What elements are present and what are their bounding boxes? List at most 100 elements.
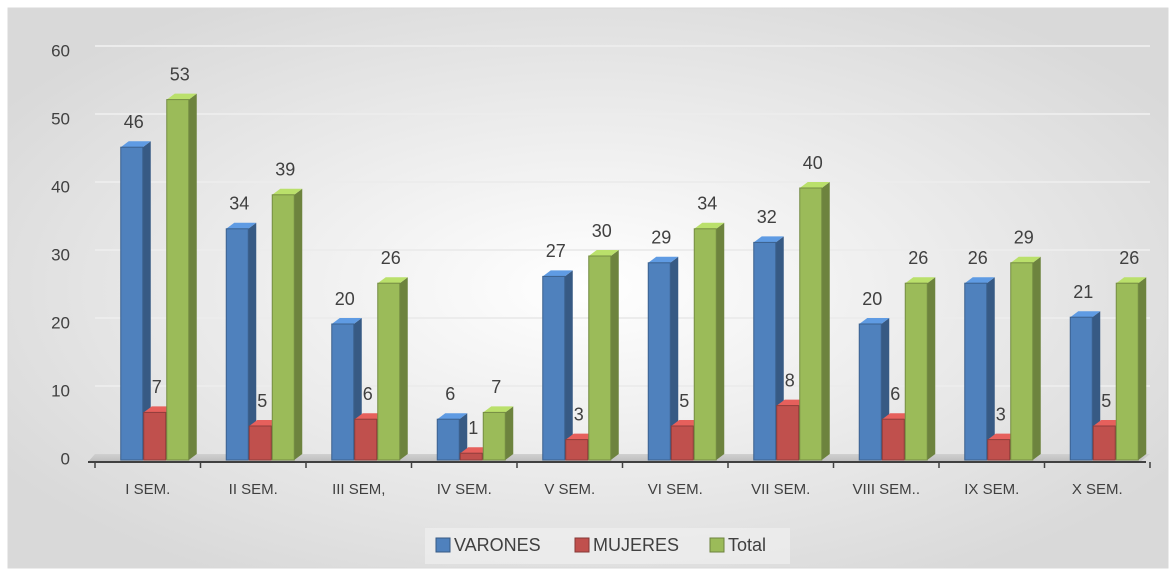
data-label: 6 (363, 384, 373, 404)
bar (670, 425, 694, 461)
bar (120, 146, 144, 461)
legend-label: Total (728, 535, 766, 555)
data-label: 40 (803, 153, 823, 173)
bar-side (142, 141, 151, 460)
bar-side (821, 182, 830, 460)
bar (565, 439, 589, 461)
bar-top (272, 188, 303, 195)
y-tick-label: 60 (51, 41, 70, 60)
x-tick-label: I SEM. (125, 481, 170, 498)
bar-top (120, 141, 151, 148)
bar-top (542, 270, 573, 277)
bar-top (166, 93, 197, 100)
data-label: 5 (1101, 391, 1111, 411)
data-label: 26 (381, 248, 401, 268)
bar (482, 411, 506, 461)
bar-side (564, 270, 573, 460)
data-label: 34 (697, 194, 717, 214)
data-label: 5 (257, 391, 267, 411)
x-tick-label: X SEM. (1072, 481, 1123, 498)
bar (225, 228, 249, 461)
bar (753, 241, 777, 461)
data-label: 27 (546, 241, 566, 261)
bar (271, 194, 295, 461)
legend-swatch (709, 537, 725, 553)
data-label: 7 (491, 377, 501, 397)
bar (143, 411, 167, 461)
bar-top (799, 182, 830, 188)
y-tick-label: 50 (51, 109, 70, 128)
y-tick-label: 10 (51, 381, 70, 400)
bar-top (859, 318, 890, 324)
x-tick-label: IX SEM. (964, 481, 1019, 498)
y-tick-label: 20 (51, 313, 70, 332)
bar (166, 99, 190, 461)
data-label: 5 (679, 391, 689, 411)
data-label: 21 (1073, 282, 1093, 302)
bar (881, 418, 905, 461)
bar-side (459, 413, 468, 460)
data-label: 20 (335, 289, 355, 309)
bar-side (1138, 277, 1147, 460)
bar-side (294, 188, 303, 461)
bar (459, 452, 483, 461)
x-tick-label: V SEM. (544, 481, 595, 498)
x-tick-label: VII SEM. (751, 481, 810, 498)
data-label: 6 (890, 384, 900, 404)
data-label: 29 (1014, 228, 1034, 248)
data-label: 8 (785, 370, 795, 390)
bar-top (648, 256, 679, 263)
bar-top (753, 236, 784, 243)
bar (987, 439, 1011, 461)
bar-side (505, 406, 514, 460)
bar-side (986, 277, 995, 460)
data-label: 6 (445, 384, 455, 404)
bar (1010, 262, 1034, 461)
data-label: 53 (170, 64, 190, 84)
bar-top (437, 413, 468, 420)
data-label: 46 (124, 112, 144, 132)
bar-side (188, 93, 197, 460)
bar (248, 425, 272, 461)
bar-top (1116, 277, 1147, 284)
bar (1115, 282, 1139, 461)
x-tick-label: II SEM. (229, 481, 278, 498)
y-tick-label: 40 (51, 177, 70, 196)
bar (693, 228, 717, 461)
bar (331, 323, 355, 461)
bar (776, 405, 800, 461)
bar-top (331, 318, 362, 324)
bar (964, 282, 988, 461)
bar-top (964, 277, 995, 284)
bar-side (610, 250, 619, 460)
bar-side (248, 222, 257, 460)
bar-top (694, 222, 725, 229)
bar-top (905, 277, 936, 284)
bar-top (1010, 256, 1041, 263)
bar (1069, 316, 1093, 461)
data-label: 3 (996, 404, 1006, 424)
bar-top (1070, 311, 1101, 318)
bar-side (399, 277, 408, 460)
bar-side (927, 277, 936, 460)
data-label: 7 (152, 377, 162, 397)
legend-label: MUJERES (593, 535, 679, 555)
data-label: 26 (1119, 248, 1139, 268)
data-label: 34 (229, 194, 249, 214)
x-tick-label: III SEM, (332, 481, 385, 498)
data-label: 20 (862, 289, 882, 309)
bar-top (377, 277, 408, 284)
bar-top (588, 250, 619, 256)
bar (647, 262, 671, 461)
legend-swatch (435, 537, 451, 553)
bar (1092, 425, 1116, 461)
bar (377, 282, 401, 461)
data-label: 3 (574, 404, 584, 424)
legend-label: VARONES (454, 535, 541, 555)
data-label: 29 (651, 228, 671, 248)
data-label: 39 (275, 160, 295, 180)
data-label: 26 (968, 248, 988, 268)
data-label: 30 (592, 221, 612, 241)
bar (542, 275, 566, 461)
